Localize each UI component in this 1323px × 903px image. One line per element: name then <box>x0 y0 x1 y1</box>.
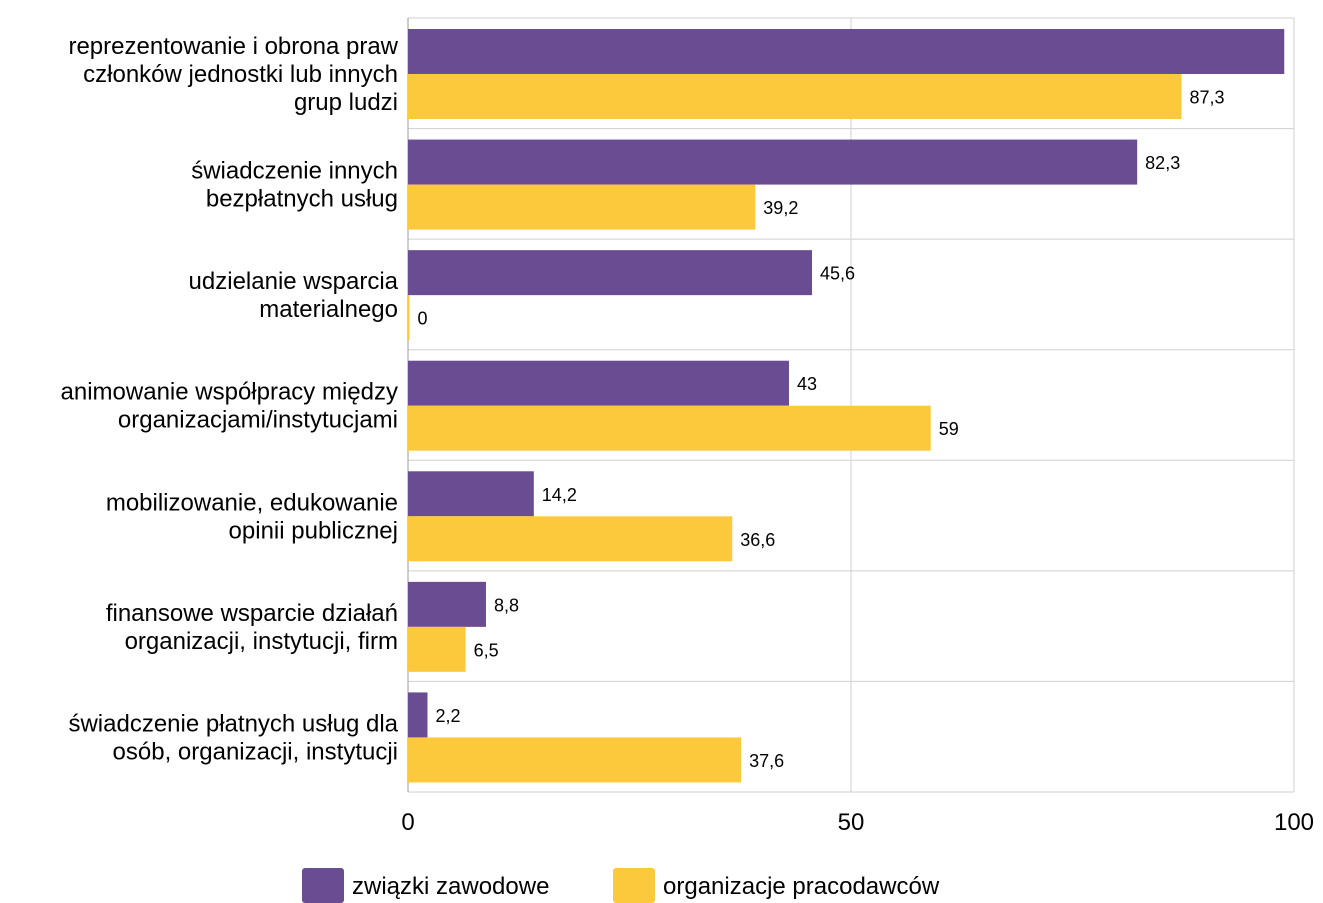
category-label: mobilizowanie, edukowanie opinii publiczn… <box>106 489 398 544</box>
category-label-line: finansowe wsparcie działań <box>106 600 398 627</box>
x-axis-ticks: 0 50 100 <box>401 809 1314 836</box>
data-label: 14,2 <box>542 485 577 505</box>
data-label: 43 <box>797 374 817 394</box>
bar-zwiazki <box>408 29 1285 74</box>
category-label-line: grup ludzi <box>294 89 398 116</box>
bar-zwiazki <box>408 471 534 517</box>
data-label: 45,6 <box>820 264 855 284</box>
category-label-line: członków jednostki lub innych <box>83 61 398 88</box>
bar-pracodawcy <box>408 737 742 783</box>
bar-pracodawcy <box>408 184 756 230</box>
data-label: 39,2 <box>763 198 798 218</box>
category-label-line: świadczenie płatnych usług dla <box>68 710 398 737</box>
category-label: animowanie współpracy między organizacjam… <box>61 379 398 434</box>
legend: związki zawodowe organizacje pracodawców <box>302 868 940 903</box>
data-labels: 87,3 82,3 39,2 45,6 0 43 59 14,2 36,6 8,8 6,5 2,2 37… <box>418 88 1225 771</box>
category-label-line: materialnego <box>259 296 398 323</box>
category-label-line: opinii publicznej <box>229 517 398 544</box>
category-label-line: organizacji, instytucji, firm <box>125 628 398 655</box>
x-tick-label: 100 <box>1274 809 1314 836</box>
bar-pracodawcy <box>408 626 466 672</box>
x-tick-label: 0 <box>401 809 414 836</box>
category-label-line: organizacjami/instytucjami <box>118 407 398 434</box>
data-label: 87,3 <box>1189 88 1224 108</box>
category-label-line: udzielanie wsparcia <box>189 268 399 295</box>
legend-label: związki zawodowe <box>352 873 549 900</box>
legend-swatch <box>302 868 344 903</box>
category-label: świadczenie płatnych usług dla osób, orga… <box>68 710 398 765</box>
category-label: świadczenie innych bezpłatnych usług <box>191 158 398 213</box>
bar-pracodawcy <box>408 405 931 451</box>
bar-zwiazki <box>408 360 789 406</box>
category-label: udzielanie wsparcia materialnego <box>189 268 399 323</box>
data-label: 0 <box>418 309 428 329</box>
category-label-line: animowanie współpracy między <box>61 379 398 406</box>
category-label-line: osób, organizacji, instytucji <box>113 738 398 765</box>
category-labels: reprezentowanie i obrona praw członków je… <box>61 33 399 765</box>
bar-pracodawcy <box>408 74 1182 119</box>
category-label-line: bezpłatnych usług <box>206 186 398 213</box>
category-label-line: reprezentowanie i obrona praw <box>68 33 398 60</box>
legend-swatch <box>613 868 655 903</box>
data-label: 6,5 <box>474 640 499 660</box>
data-label: 37,6 <box>749 751 784 771</box>
data-label: 36,6 <box>740 530 775 550</box>
data-label: 82,3 <box>1145 153 1180 173</box>
bar-zwiazki <box>408 692 428 738</box>
bar-zwiazki <box>408 250 813 296</box>
data-label: 2,2 <box>435 706 460 726</box>
bar-pracodawcy <box>408 516 733 562</box>
category-label-line: mobilizowanie, edukowanie <box>106 489 398 516</box>
data-label: 59 <box>939 419 959 439</box>
legend-label: organizacje pracodawców <box>663 873 940 900</box>
category-label: reprezentowanie i obrona praw członków je… <box>68 33 398 116</box>
bar-zwiazki <box>408 139 1138 185</box>
bar-pracodawcy <box>408 295 410 341</box>
x-tick-label: 50 <box>838 809 865 836</box>
bar-zwiazki <box>408 581 486 627</box>
category-label-line: świadczenie innych <box>191 158 398 185</box>
data-label: 8,8 <box>494 595 519 615</box>
category-label: finansowe wsparcie działań organizacji, i… <box>106 600 398 655</box>
bars <box>408 29 1285 783</box>
